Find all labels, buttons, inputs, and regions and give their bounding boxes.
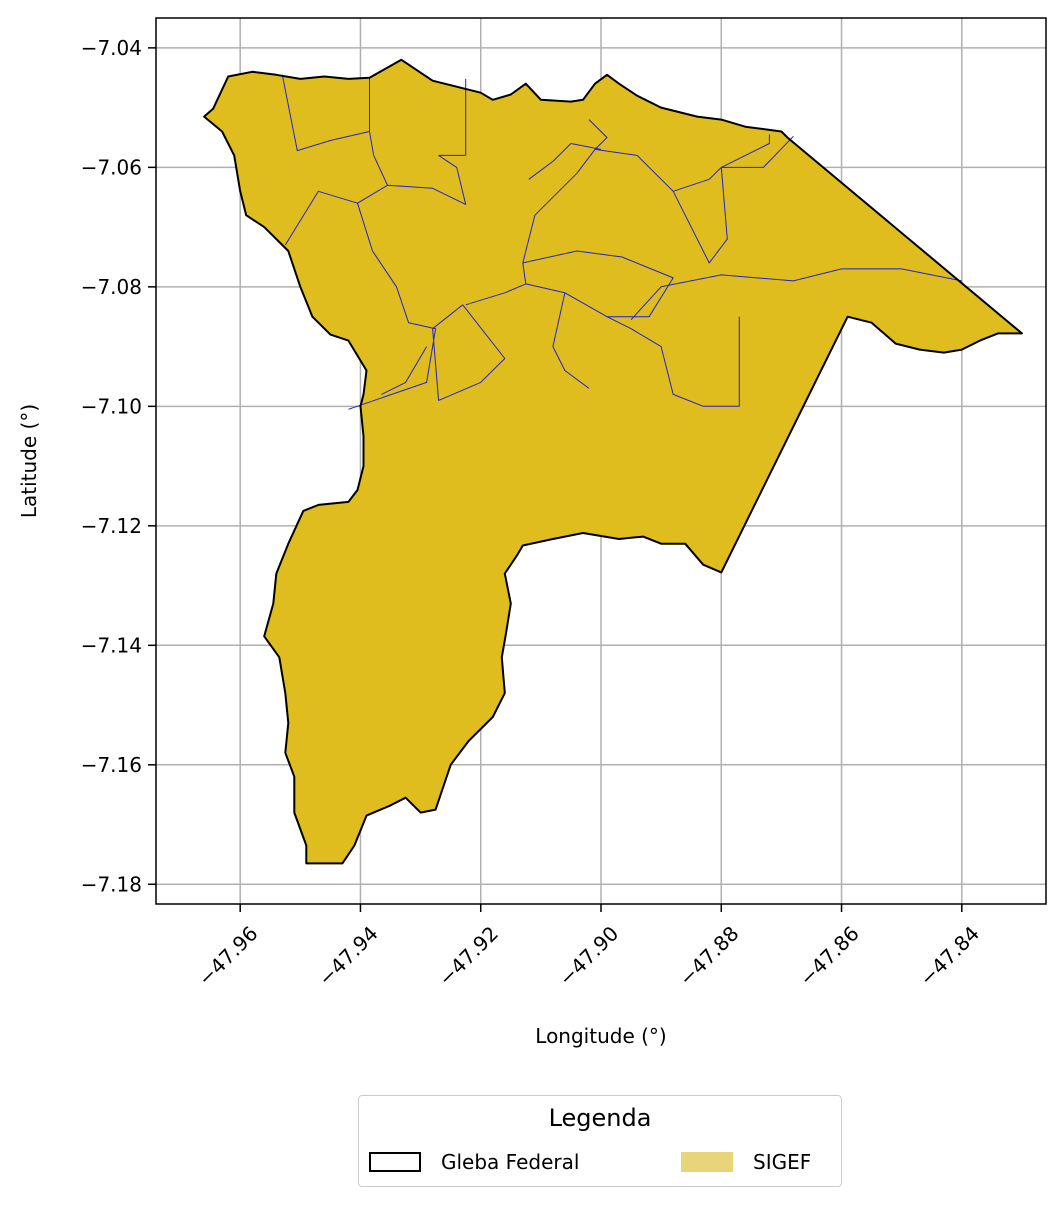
legend-item-gleba-federal: Gleba Federal	[369, 1150, 579, 1174]
x-tick-label-1: −47.94	[313, 921, 382, 990]
legend-label-gleba-federal: Gleba Federal	[441, 1150, 580, 1174]
sigef-parcel-boundary-1	[369, 77, 467, 205]
y-axis-label: Latitude (°)	[17, 404, 41, 518]
sigef-parcel-boundary-10	[606, 316, 740, 407]
x-tick-label-0: −47.96	[193, 921, 262, 990]
legend-title: Legenda	[548, 1104, 652, 1132]
sigef-swatch	[681, 1152, 733, 1172]
y-axis: −7.04 −7.06 −7.08 −7.10 −7.12 −7.14 −7.16 −7.18	[81, 36, 156, 896]
x-axis-label: Longitude (°)	[535, 1024, 666, 1048]
sigef-parcel-boundary-13	[528, 143, 602, 180]
sigef-parcel-boundary-4	[348, 203, 437, 410]
y-tick-label-0: −7.04	[81, 36, 142, 60]
x-tick-label-3: −47.90	[554, 921, 623, 990]
x-tick-label-5: −47.86	[795, 921, 864, 990]
y-tick-label-3: −7.10	[81, 394, 142, 418]
x-axis: −47.96 −47.94 −47.92 −47.90 −47.88 −47.86 −47.…	[193, 904, 984, 991]
y-tick-label-1: −7.06	[81, 155, 142, 179]
sigef-parcel-boundary-5	[381, 346, 428, 395]
y-tick-label-5: −7.14	[81, 633, 142, 657]
sigef-parcel-boundary-11	[630, 268, 962, 321]
gleba-federal-swatch	[369, 1152, 421, 1172]
sigef-parcel-boundary-0	[281, 74, 370, 152]
x-tick-label-4: −47.88	[674, 921, 743, 990]
sigef-parcel-boundary-14	[594, 134, 770, 192]
sigef-parcel-boundary-9	[552, 292, 590, 389]
sigef-parcel-boundary-7	[465, 262, 527, 306]
y-tick-label-7: −7.18	[81, 872, 142, 896]
x-tick-label-2: −47.92	[434, 921, 503, 990]
x-tick-label-6: −47.84	[915, 921, 984, 990]
sigef-parcel-boundary-8	[522, 250, 674, 318]
sigef-parcel-boundary-15	[672, 167, 728, 264]
sigef-parcel-boundary-3	[284, 184, 388, 246]
sigef-parcel-boundary-16	[721, 135, 794, 168]
legend: Legenda Gleba Federal SIGEF	[358, 1095, 842, 1187]
y-tick-label-2: −7.08	[81, 275, 142, 299]
sigef-parcel-boundary-6	[432, 304, 506, 401]
sigef-parcel-boundary-12	[522, 119, 608, 264]
y-tick-label-6: −7.16	[81, 753, 142, 777]
legend-item-sigef: SIGEF	[681, 1150, 811, 1174]
legend-label-sigef: SIGEF	[753, 1150, 812, 1174]
sigef-area	[204, 59, 1022, 864]
map-layer	[203, 58, 1023, 865]
gleba-federal-outline	[203, 58, 1023, 865]
sigef-parcel-boundary-2	[438, 78, 467, 156]
y-tick-label-4: −7.12	[81, 514, 142, 538]
